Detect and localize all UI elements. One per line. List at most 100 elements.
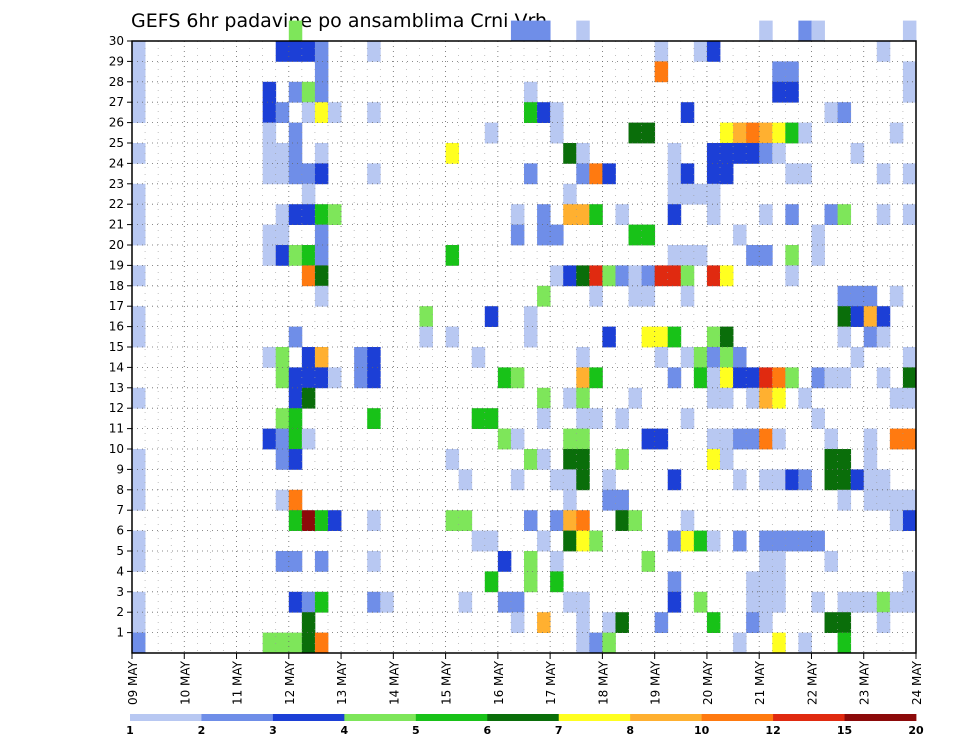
heatmap-cell (576, 591, 590, 613)
heatmap-cell (262, 347, 277, 368)
y-tick-label: 7 (116, 503, 124, 517)
heatmap-cell (746, 143, 760, 164)
heatmap-cell (510, 204, 525, 225)
heatmap-cell (706, 347, 721, 368)
heatmap-cell (275, 41, 290, 62)
heatmap-cell (889, 285, 904, 307)
heatmap-cell (720, 265, 734, 287)
heatmap-cell (720, 163, 734, 185)
heatmap-cell (759, 122, 773, 144)
heatmap-cell (889, 510, 904, 531)
heatmap-cell (328, 204, 342, 225)
colorbar-segment (344, 714, 417, 721)
heatmap-cell (772, 61, 786, 83)
heatmap-cell (720, 122, 734, 144)
heatmap-cell (301, 387, 316, 409)
heatmap-cell (275, 428, 290, 450)
colorbar-segment (201, 714, 274, 721)
y-tick-label: 26 (109, 116, 124, 130)
heatmap-cell (367, 367, 381, 389)
x-tick-label: 20 MAY (701, 660, 715, 705)
heatmap-cell (706, 612, 721, 633)
heatmap-cell (301, 204, 316, 225)
heatmap-cell (759, 428, 773, 450)
y-tick-label: 29 (109, 54, 124, 68)
grid-lines (132, 41, 916, 653)
heatmap-cell (785, 469, 799, 491)
heatmap-cell (850, 591, 865, 613)
heatmap-cell (902, 571, 917, 593)
heatmap-cell (785, 265, 799, 287)
heatmap-cell (288, 551, 303, 572)
heatmap-cell (889, 428, 904, 450)
heatmap-cell (510, 428, 525, 450)
heatmap-cell (301, 81, 316, 103)
heatmap-cell (772, 428, 786, 450)
heatmap-cell (301, 183, 316, 205)
heatmap-cell (863, 591, 878, 613)
heatmap-cell (772, 469, 786, 491)
heatmap-cell (275, 245, 290, 266)
heatmap-cell (497, 591, 512, 613)
x-tick-label: 10 MAY (178, 660, 192, 705)
chart-title: GEFS 6hr padavine po ansamblima Crni Vrh (131, 10, 547, 32)
heatmap-cell (576, 20, 590, 42)
heatmap-cell (850, 469, 865, 491)
heatmap-cell (301, 41, 316, 62)
heatmap-cell (720, 449, 734, 470)
heatmap-cell (589, 163, 603, 185)
heatmap-cell (589, 530, 603, 552)
heatmap-cell (759, 469, 773, 491)
heatmap-cell (576, 163, 590, 185)
heatmap-cell (301, 245, 316, 266)
x-tick-label: 12 MAY (283, 660, 297, 705)
heatmap-cell (524, 571, 538, 593)
colorbar-segment (130, 714, 202, 721)
heatmap-cell (550, 469, 564, 491)
heatmap-cell (889, 489, 904, 511)
heatmap-cell (733, 143, 747, 164)
heatmap-cell (576, 387, 590, 409)
heatmap-cell (824, 102, 838, 123)
heatmap-cell (458, 591, 473, 613)
heatmap-cell (706, 326, 721, 348)
heatmap-cell (863, 449, 878, 470)
heatmap-cell (798, 387, 812, 409)
heatmap-cell (772, 387, 786, 409)
heatmap-cell (680, 183, 695, 205)
heatmap-cell (445, 245, 460, 266)
heatmap-cell (811, 367, 825, 389)
heatmap-cell (863, 469, 878, 491)
heatmap-cell (288, 122, 303, 144)
heatmap-cell (288, 428, 303, 450)
heatmap-cell (550, 102, 564, 123)
heatmap-cell (563, 428, 577, 450)
heatmap-cell (589, 265, 603, 287)
heatmap-cell (850, 285, 865, 307)
colorbar-segment (487, 714, 560, 721)
heatmap-cell (314, 591, 329, 613)
heatmap-cell (288, 489, 303, 511)
heatmap-cell (275, 551, 290, 572)
colorbar-label: 10 (694, 724, 710, 737)
heatmap-cell (837, 326, 852, 348)
heatmap-cell (275, 449, 290, 470)
heatmap-cell (628, 122, 642, 144)
heatmap-cell (275, 489, 290, 511)
colorbar-label: 7 (555, 724, 563, 737)
heatmap-cell (902, 163, 917, 185)
heatmap-cell (876, 612, 891, 633)
heatmap-cell (301, 265, 316, 287)
y-tick-label: 25 (109, 136, 124, 150)
heatmap-cell (445, 143, 460, 164)
heatmap-cell (550, 122, 564, 144)
colorbar-label: 5 (412, 724, 420, 737)
colorbar-segment (415, 714, 488, 721)
heatmap-cell (733, 367, 747, 389)
heatmap-cell (314, 347, 329, 368)
heatmap-cell (275, 224, 290, 246)
heatmap-cell (863, 428, 878, 450)
heatmap-cell (615, 408, 629, 429)
heatmap-cell (615, 449, 629, 470)
heatmap-cell (824, 469, 838, 491)
